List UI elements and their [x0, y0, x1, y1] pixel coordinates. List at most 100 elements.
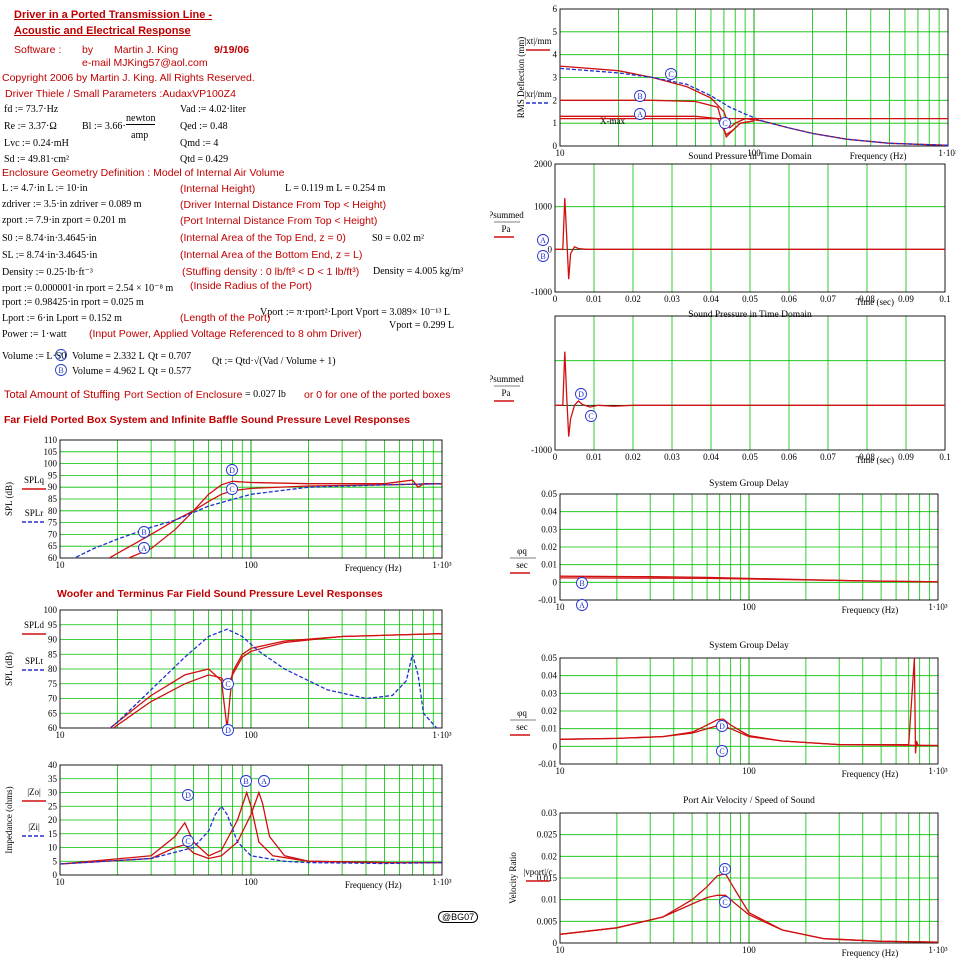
impedance-y-label: Impedance (ohms)	[4, 786, 14, 853]
excursion-x-label: Frequency (Hz)	[850, 151, 907, 161]
pressure1-marker-b	[537, 250, 549, 262]
param-bl-den: amp	[131, 130, 149, 141]
impedance-x-tick: 100	[244, 877, 258, 887]
pressure1-title: Sound Pressure in Time Domain	[688, 152, 812, 162]
spl1-y-tick: 60	[48, 553, 58, 563]
delay1-y-tick: 0.03	[541, 524, 557, 534]
spl1-legend-label: SPLq	[24, 475, 45, 485]
pressure2-x-tick: 0.06	[781, 452, 797, 462]
pressure1-marker-label: B	[540, 252, 545, 261]
impedance-legend-label: |Zi|	[28, 822, 40, 832]
delay1-y-tick: 0	[553, 577, 558, 587]
pressure2-title: Sound Pressure in Time Domain	[688, 310, 812, 320]
pressure2-x-tick: 0.02	[625, 452, 641, 462]
delay1-grid	[559, 493, 939, 601]
excursion-x-tick: 100	[747, 148, 761, 158]
delay2-x-tick: 100	[742, 766, 756, 776]
delay1-x-label: Frequency (Hz)	[842, 605, 899, 615]
excursion-legend-label: |xt|/mm	[524, 36, 551, 46]
pressure2-x-label: Time (sec)	[856, 455, 894, 465]
pressure1-frame	[554, 163, 946, 293]
pressure1-x-tick: 0.1	[939, 294, 950, 304]
port-velocity-chart: 0 0.005 0.01 0.015 0.02 0.025 0.03 10 100 1·10³ Fr…	[508, 795, 948, 958]
spl2-legend-label: SPLd	[24, 620, 45, 630]
excursion-chart: 0 1 2 3 4 5 6 10 100 1·10³ Frequency (Hz) RMS Defle…	[516, 4, 956, 161]
section-title-spl1: Far Field Ported Box System and Infinite…	[4, 414, 411, 426]
impedance-y-tick: 15	[48, 829, 58, 839]
pressure1-marker-label: A	[540, 236, 546, 245]
excursion-x-tick: 1·10³	[938, 148, 956, 158]
spl1-x-label: Frequency (Hz)	[345, 563, 402, 573]
geo-row-4-left: S0 := 8.74·in·3.4645·in	[2, 233, 97, 244]
spl2-legend-label: SPLt	[25, 656, 44, 666]
spl2-frame	[59, 609, 443, 729]
pressure2-x-tick: 0.1	[939, 452, 950, 462]
velocity-marker-c	[719, 896, 731, 908]
impedance-y-tick: 0	[53, 870, 58, 880]
spl-chart-2: 60 65 70 75 80 85 90 95 100 10 100 1·10³ SPL (dB) SPL…	[4, 605, 452, 740]
section-title-spl2: Woofer and Terminus Far Field Sound Pres…	[57, 588, 383, 600]
excursion-grid	[559, 8, 949, 147]
delay1-marker-label: A	[579, 601, 585, 610]
delay2-y-tick: -0.01	[538, 759, 557, 769]
impedance-marker-d	[182, 789, 194, 801]
pressure2-x-tick: 0.08	[859, 452, 875, 462]
velocity-series-2	[560, 894, 938, 943]
delay2-y-tick: 0.05	[541, 653, 557, 663]
geo-row-2-left: zdriver := 3.5·in zdriver = 0.089 m	[2, 199, 142, 210]
pressure1-y-tick: 1000	[534, 202, 553, 212]
spl2-marker-c	[222, 678, 234, 690]
spl2-y-tick: 65	[48, 708, 58, 718]
pressure2-y-label-num: Psummed	[490, 374, 524, 384]
delay2-y-tick: 0.02	[541, 706, 557, 716]
delay1-x-tick: 1·10³	[928, 602, 947, 612]
impedance-y-tick: 40	[48, 760, 58, 770]
volume-def: Volume := L·S0	[2, 351, 67, 362]
spl1-y-tick: 65	[48, 541, 58, 551]
spl1-marker-d	[226, 464, 238, 476]
spl2-y-tick: 85	[48, 649, 58, 659]
geo-row-9-left: Lport := 6·in Lport = 0.152 m	[2, 313, 122, 324]
delay2-marker-c	[716, 745, 728, 757]
spl1-y-tick: 80	[48, 506, 58, 516]
velocity-frame	[559, 812, 939, 944]
pressure1-series-1	[555, 198, 945, 280]
stuffing-value: = 0.027 lb	[245, 389, 286, 400]
spl1-y-tick: 85	[48, 494, 58, 504]
excursion-y-label: RMS Deflection (mm)	[516, 37, 526, 119]
geo-row-9-right: Vport = 0.299 L	[389, 320, 455, 331]
qt-a: Qt = 0.707	[148, 351, 192, 362]
excursion-annotation: X-max	[600, 116, 625, 126]
delay1-x-tick: 100	[742, 602, 756, 612]
param-bl-num: newton	[126, 113, 156, 125]
pressure1-x-tick: 0.07	[820, 294, 836, 304]
geo-row-10-note: (Input Power, Applied Voltage Referenced…	[89, 328, 362, 340]
impedance-marker-a	[258, 775, 270, 787]
impedance-marker-label: C	[185, 837, 190, 846]
excursion-marker-label: B	[637, 92, 642, 101]
impedance-y-tick: 30	[48, 788, 58, 798]
geo-row-1-right: L = 0.119 m L = 0.254 m	[285, 183, 386, 194]
delay1-marker-b	[576, 577, 588, 589]
spl1-marker-label: D	[229, 466, 235, 475]
pressure1-y-label-num: Psummed	[490, 210, 524, 220]
geo-row-2-note: (Driver Internal Distance From Top < Hei…	[180, 199, 387, 211]
geometry-heading: Enclosure Geometry Definition : Model of…	[2, 167, 285, 179]
spl2-x-tick: 10	[56, 730, 66, 740]
excursion-y-tick: 1	[553, 118, 558, 128]
spl1-y-label: SPL (dB)	[4, 482, 14, 516]
pressure2-y-label-den: Pa	[502, 388, 511, 398]
pressure2-marker-label: D	[578, 390, 584, 399]
impedance-marker-label: D	[185, 791, 191, 800]
spl1-y-tick: 90	[48, 482, 58, 492]
impedance-chart: 0 5 10 15 20 25 30 35 40 10 100 1·10³ Frequency (Hz)…	[4, 760, 452, 890]
geo-row-6-left: Density := 0.25·lb·ft⁻³	[2, 267, 93, 278]
spl2-y-tick: 95	[48, 620, 58, 630]
geo-row-5-left: SL := 8.74·in·3.4645·in	[2, 250, 98, 261]
velocity-y-tick: 0.025	[537, 830, 558, 840]
spl2-x-tick: 100	[244, 730, 258, 740]
params-heading: Driver Thiele / Small Parameters :AudaxV…	[5, 88, 236, 100]
